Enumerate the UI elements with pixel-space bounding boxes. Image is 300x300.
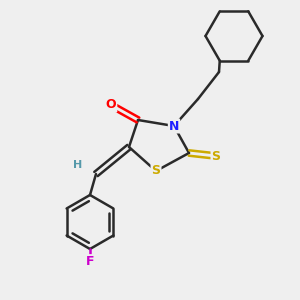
Text: S: S bbox=[212, 149, 220, 163]
Text: F: F bbox=[86, 255, 94, 268]
Text: N: N bbox=[169, 119, 179, 133]
Text: O: O bbox=[106, 98, 116, 112]
Text: H: H bbox=[74, 160, 82, 170]
Text: S: S bbox=[152, 164, 160, 178]
